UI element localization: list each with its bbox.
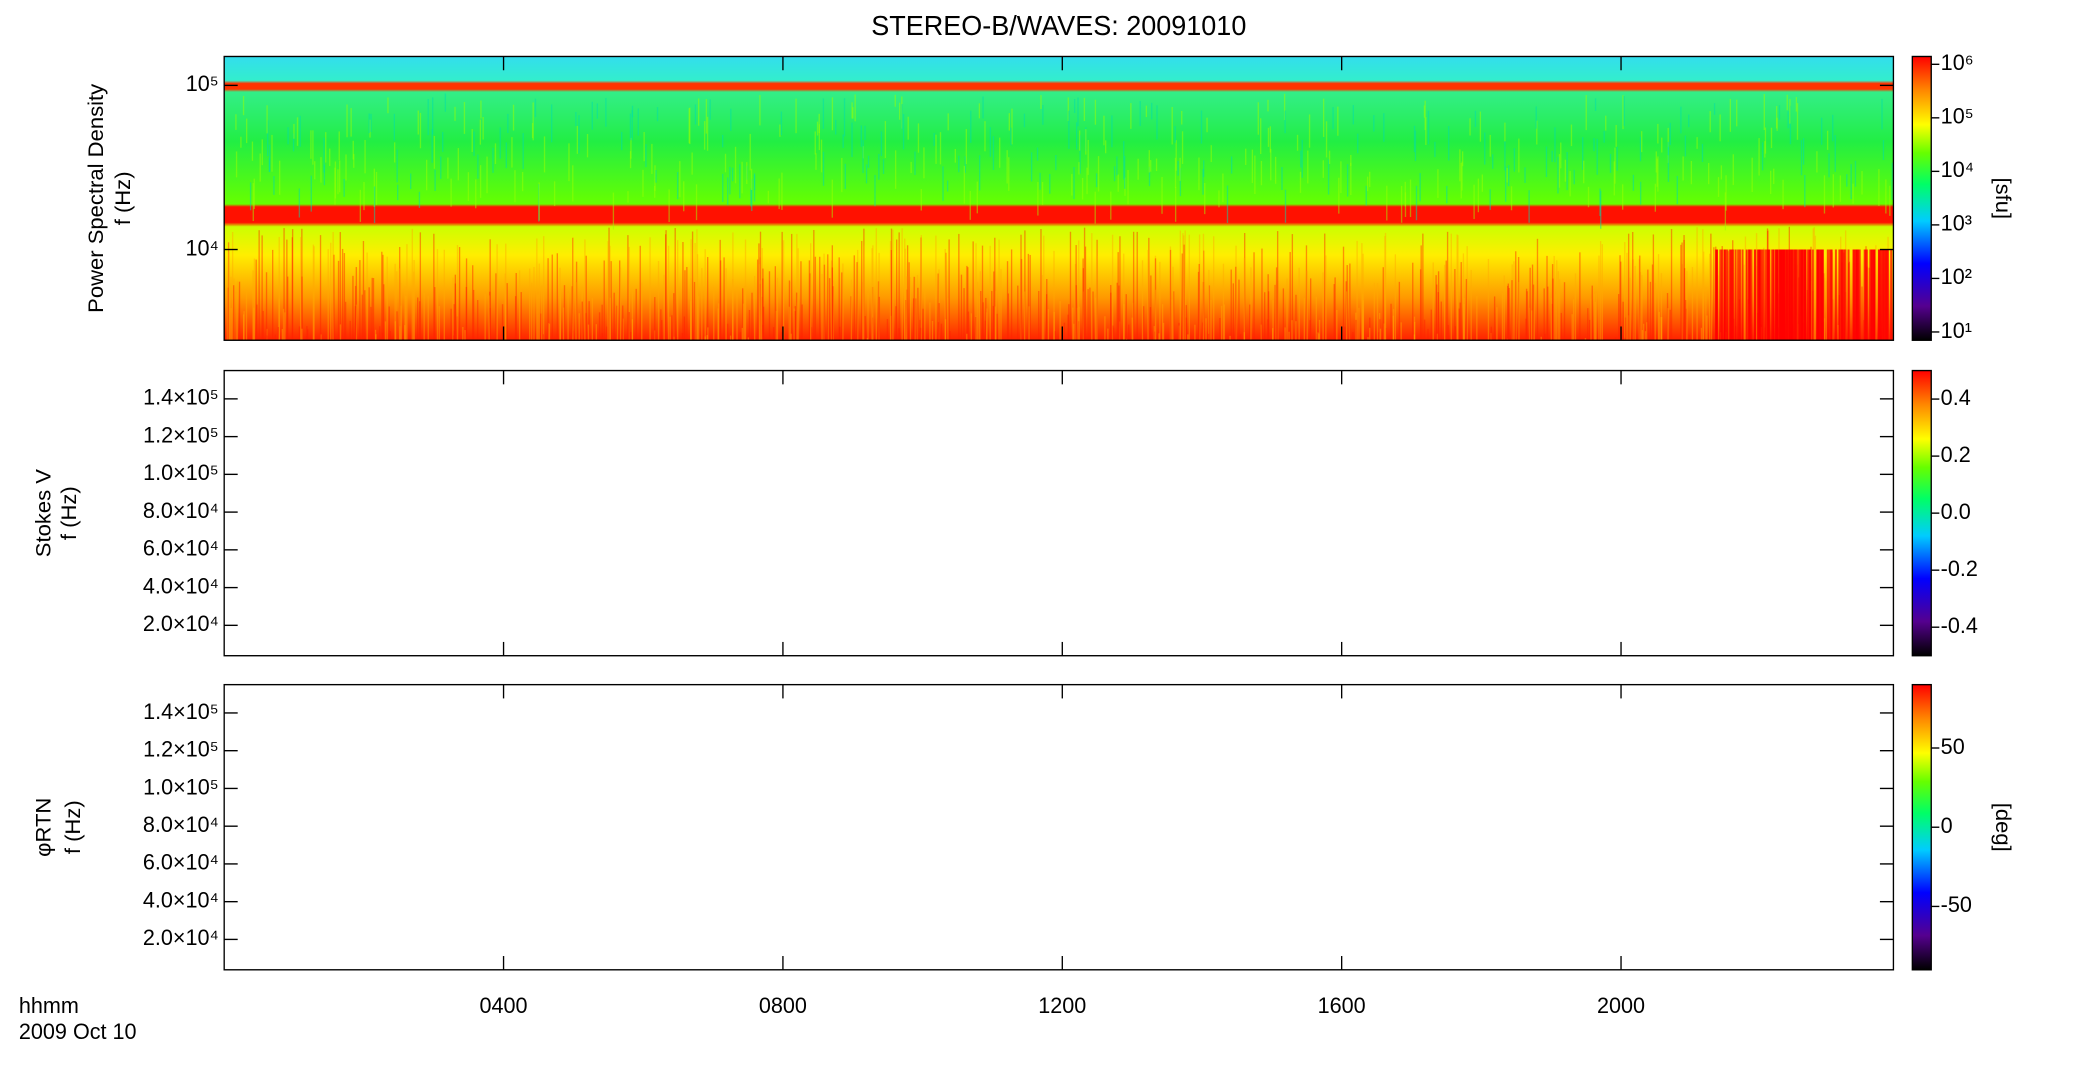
- colorbar: [1911, 369, 1932, 657]
- colorbar-tick-label: -0.4: [1941, 613, 1978, 638]
- y-tick-label: 1.2×10⁵: [143, 422, 219, 447]
- x-tick-label: 0800: [759, 993, 807, 1018]
- x-tick-label: 1200: [1038, 993, 1086, 1018]
- y-tick-label: 2.0×10⁴: [143, 611, 219, 636]
- date-label: 2009 Oct 10: [19, 1019, 137, 1044]
- colorbar-tick-label: 10⁵: [1941, 103, 1974, 128]
- y-tick-label: 1.4×10⁵: [143, 699, 219, 724]
- y-tick-label: 10⁵: [186, 71, 219, 96]
- y-tick-label: 1.0×10⁵: [143, 460, 219, 485]
- colorbar-tick-label: 10²: [1941, 264, 1972, 289]
- colorbar-tick-label: 50: [1941, 734, 1965, 759]
- spectrogram-texture: [223, 93, 1893, 341]
- x-tick-label: 1600: [1318, 993, 1366, 1018]
- y-tick-label: 1.4×10⁵: [143, 384, 219, 409]
- y-axis-label: Power Spectral Density: [83, 84, 108, 313]
- y-axis-label: f (Hz): [60, 800, 85, 854]
- y-tick-label: 6.0×10⁴: [143, 850, 219, 875]
- y-tick-label: 1.0×10⁵: [143, 774, 219, 799]
- y-tick-label: 10⁴: [185, 235, 218, 260]
- colorbar-tick-label: -0.2: [1941, 556, 1978, 581]
- y-tick-label: 2.0×10⁴: [143, 925, 219, 950]
- chart-title: STEREO-B/WAVES: 20091010: [871, 10, 1246, 41]
- colorbar-label: [sfu]: [1991, 178, 2016, 220]
- colorbar-tick-label: 0.4: [1941, 385, 1971, 410]
- x-tick-label: 2000: [1597, 993, 1645, 1018]
- colorbar-tick-label: 0: [1941, 813, 1953, 838]
- colorbar-tick-label: -50: [1941, 892, 1972, 917]
- x-tick-label: 0400: [480, 993, 528, 1018]
- colorbar-tick-label: 0.2: [1941, 442, 1971, 467]
- y-axis-label: f (Hz): [110, 171, 135, 225]
- y-tick-label: 4.0×10⁴: [143, 573, 219, 598]
- spectrogram-image: [224, 56, 1894, 341]
- colorbar: [1911, 55, 1932, 341]
- colorbar-tick-label: 10¹: [1941, 318, 1972, 343]
- y-tick-label: 6.0×10⁴: [143, 535, 219, 560]
- y-axis-label: f (Hz): [56, 486, 81, 540]
- y-axis-label: Stokes V: [30, 469, 55, 558]
- y-axis-label: φRTN: [30, 798, 55, 857]
- colorbar-tick-label: 10⁴: [1941, 157, 1974, 182]
- colorbar-tick-label: 10⁶: [1941, 50, 1974, 75]
- colorbar-tick-label: 10³: [1941, 211, 1972, 236]
- plot-frame: [223, 683, 1895, 971]
- colorbar-label: [deg]: [1991, 803, 2016, 852]
- plot-frame: [223, 55, 1895, 341]
- y-tick-label: 8.0×10⁴: [143, 812, 219, 837]
- plot-frame: [223, 369, 1895, 657]
- y-tick-label: 1.2×10⁵: [143, 736, 219, 761]
- colorbar: [1911, 683, 1932, 971]
- colorbar-tick-label: 0.0: [1941, 499, 1971, 524]
- y-tick-label: 8.0×10⁴: [143, 498, 219, 523]
- x-axis-label: hhmm: [19, 993, 79, 1018]
- y-tick-label: 4.0×10⁴: [143, 887, 219, 912]
